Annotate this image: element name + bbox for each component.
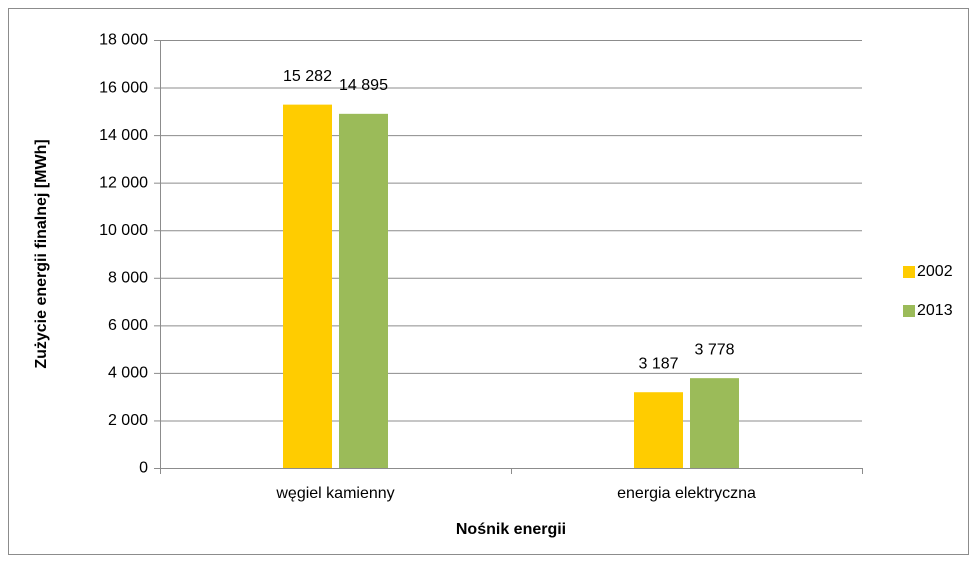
y-tick-label: 12 000 [99,174,148,191]
y-tick-label: 6 000 [108,317,148,334]
y-tick-label: 16 000 [99,79,148,96]
y-axis-title: Zużycie energii finalnej [MWh] [33,139,50,368]
bar [634,392,683,468]
bar [690,378,739,468]
bar [339,113,388,468]
y-tick-label: 18 000 [99,32,148,49]
x-tick-label: węgiel kamienny [275,485,394,502]
legend-swatch [903,266,915,278]
y-tick-label: 14 000 [99,127,148,144]
x-tick-label: energia elektryczna [617,485,756,502]
y-tick-label: 4 000 [108,365,148,382]
legend-swatch [903,305,915,317]
value-label: 3 778 [694,341,734,358]
bar [283,104,332,469]
x-axis-title: Nośnik energii [456,521,566,538]
legend-label: 2002 [917,263,953,280]
value-label: 15 282 [283,68,332,85]
value-label: 3 187 [638,355,678,372]
y-tick-label: 10 000 [99,222,148,239]
y-tick-label: 0 [139,460,148,477]
y-tick-label: 8 000 [108,269,148,286]
value-label: 14 895 [339,77,388,94]
chart-border [8,8,969,555]
legend-label: 2013 [917,302,953,319]
y-tick-label: 2 000 [108,412,148,429]
